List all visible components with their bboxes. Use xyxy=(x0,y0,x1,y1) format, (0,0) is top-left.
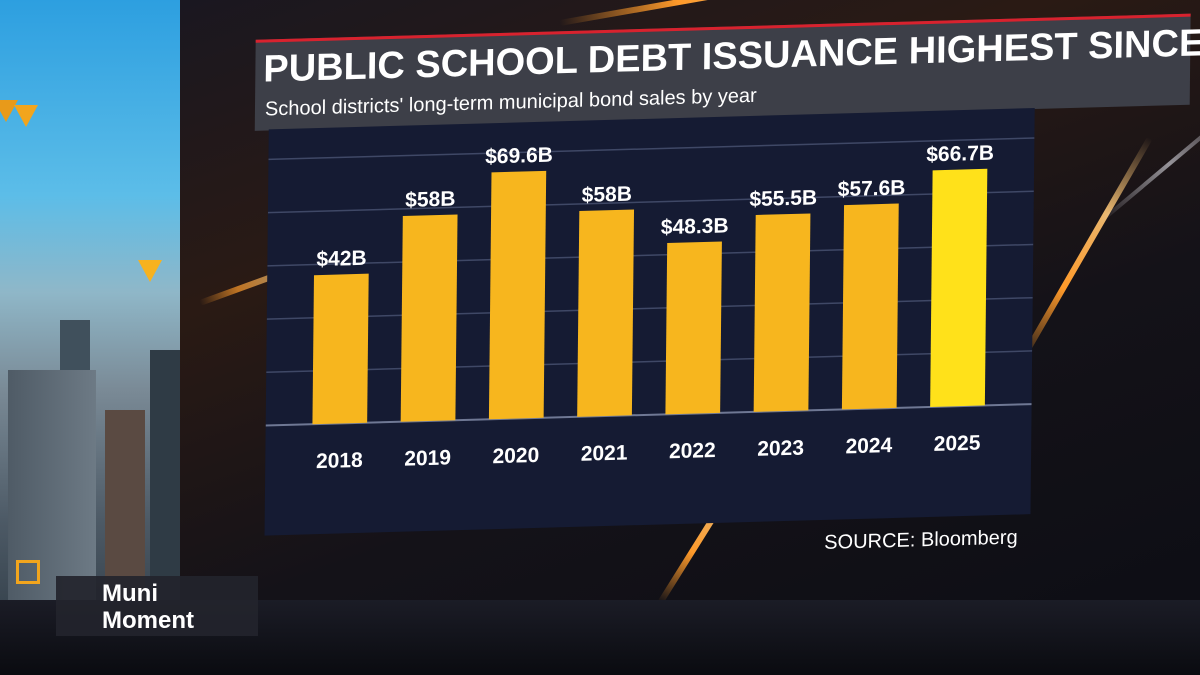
chart-area: $42B 2018 $58B 2019 $69.6B 2020 $58B 2021 $48.3B… xyxy=(264,108,1035,536)
x-tick-label: 2023 xyxy=(757,436,804,460)
gridline xyxy=(267,190,1034,214)
x-tick-label: 2024 xyxy=(845,434,892,458)
bar xyxy=(312,273,369,425)
bar xyxy=(665,241,722,415)
bar xyxy=(753,213,811,412)
background-city-panel xyxy=(0,0,200,650)
bar-value-label: $66.7B xyxy=(926,142,994,167)
bar xyxy=(488,170,547,420)
source-note: SOURCE: Bloomberg xyxy=(824,526,1018,554)
x-tick-label: 2018 xyxy=(316,449,363,473)
x-tick-label: 2020 xyxy=(492,444,539,468)
bar-value-label: $42B xyxy=(316,247,366,271)
gridline xyxy=(266,296,1033,320)
bar-value-label: $57.6B xyxy=(838,176,906,201)
x-tick-label: 2022 xyxy=(669,439,716,463)
chart-graphic: PUBLIC SCHOOL DEBT ISSUANCE HIGHEST SINC… xyxy=(242,0,1200,572)
chart-title: PUBLIC SCHOOL DEBT ISSUANCE HIGHEST SINC… xyxy=(263,19,1200,91)
x-tick-label: 2021 xyxy=(581,441,628,465)
chart-subtitle: School districts' long-term municipal bo… xyxy=(264,84,757,121)
bar xyxy=(400,214,458,422)
bar-value-label: $69.6B xyxy=(485,144,553,169)
bar xyxy=(841,203,899,410)
x-tick-label: 2025 xyxy=(934,432,981,456)
gridline xyxy=(267,243,1034,267)
bar-chart: $42B 2018 $58B 2019 $69.6B 2020 $58B 2021 $48.3B… xyxy=(265,137,1035,473)
gridline xyxy=(265,403,1032,427)
segment-tag: Muni Moment xyxy=(56,576,258,636)
bar xyxy=(930,168,988,407)
bar-value-label: $58B xyxy=(405,188,455,212)
gridline xyxy=(266,350,1033,374)
x-tick-label: 2019 xyxy=(404,446,451,470)
triangle-marker-icon xyxy=(14,105,38,127)
segment-name-line2: Moment xyxy=(102,607,194,634)
title-bar: PUBLIC SCHOOL DEBT ISSUANCE HIGHEST SINC… xyxy=(254,13,1200,131)
bar-value-label: $55.5B xyxy=(749,186,817,211)
triangle-marker-icon xyxy=(0,100,18,122)
bar xyxy=(577,209,635,417)
segment-name-line1: Muni xyxy=(102,580,158,607)
bar-value-label: $58B xyxy=(582,183,632,207)
gridline xyxy=(268,137,1035,161)
triangle-marker-icon xyxy=(138,260,162,282)
square-marker-icon xyxy=(16,560,40,584)
bar-value-label: $48.3B xyxy=(661,214,729,239)
